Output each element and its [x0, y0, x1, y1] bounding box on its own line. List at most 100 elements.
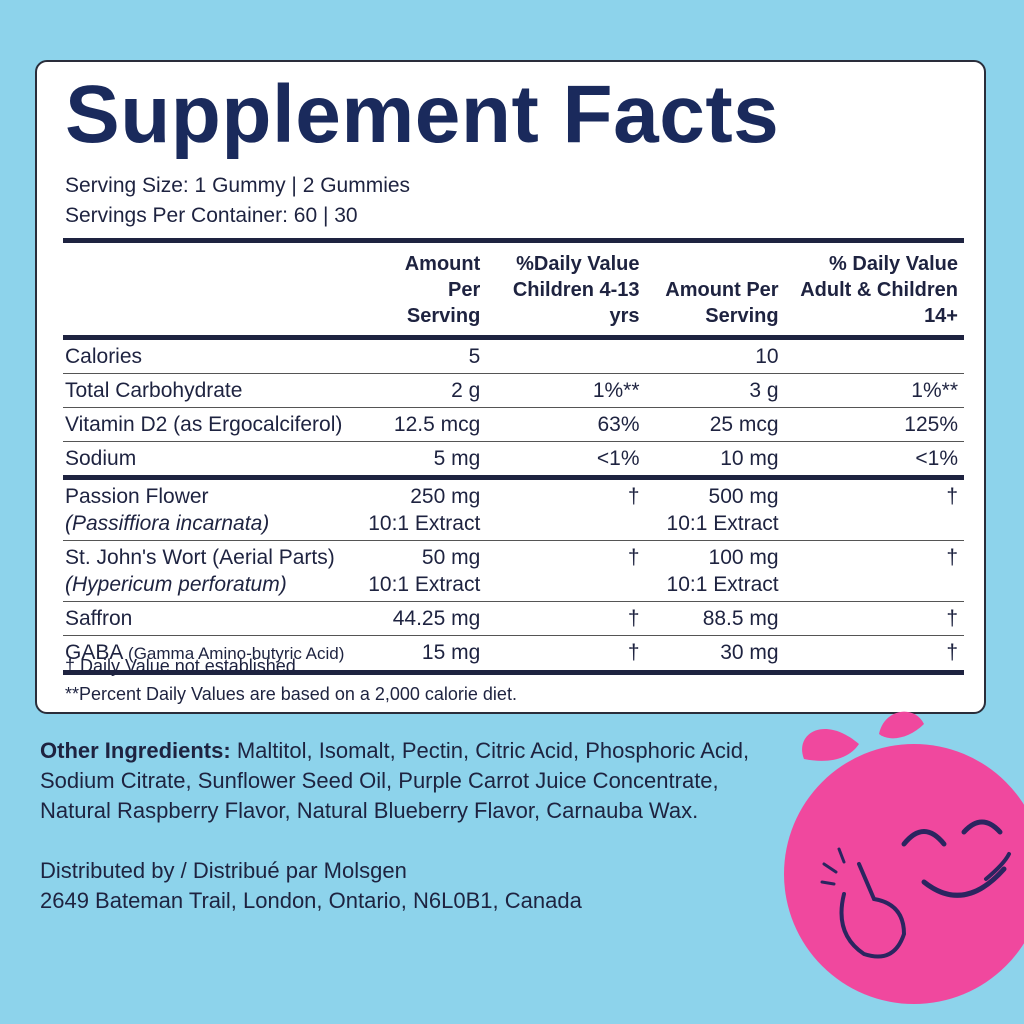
value-cell: † — [486, 635, 646, 675]
value-cell: 15 mg — [365, 635, 487, 675]
row-name-cell: GABA (Gamma Amino-butyric Acid) — [63, 635, 366, 675]
value-cell: 10 mg — [645, 441, 785, 480]
snap-lines — [820, 847, 846, 886]
footnote: **Percent Daily Values are based on a 2,… — [65, 684, 517, 704]
table-row: Vitamin D2 (as Ergocalciferol) 12.5 mcg 63… — [63, 407, 964, 442]
value-cell: † — [486, 540, 646, 602]
header-cell — [63, 241, 365, 338]
value-cell: 63% — [486, 407, 646, 442]
value-cell: 1%** — [784, 373, 964, 408]
ingredients: Other Ingredients: Maltitol, Isomalt, Pe… — [40, 736, 760, 826]
value-line: 50 mg — [421, 546, 481, 569]
value-cell: † — [784, 540, 964, 602]
row-name: Passion Flower — [65, 485, 209, 508]
value-cell: 12.5 mcg — [365, 407, 487, 442]
value-cell: † — [784, 635, 964, 675]
value-line: 12.5 mcg — [393, 413, 481, 436]
value-line: † — [946, 641, 958, 664]
row-latin: (Hypericum perforatum) — [65, 573, 287, 596]
row-name-cell: St. John's Wort (Aerial Parts) (Hypericum… — [63, 540, 366, 602]
row-name-cell: Vitamin D2 (as Ergocalciferol) — [63, 407, 366, 442]
value-line: 500 mg — [708, 485, 779, 508]
row-name: Sodium — [65, 447, 137, 470]
value-cell: 30 mg — [645, 635, 785, 675]
value-line: 15 mg — [421, 641, 481, 664]
value-line: † — [627, 485, 640, 508]
row-name: GABA — [65, 641, 123, 664]
row-name-cell: Total Carbohydrate — [63, 373, 366, 408]
value-cell: † — [486, 601, 646, 636]
column-header: %Daily Value Children 4-13 yrs — [512, 253, 640, 327]
value-line: † — [946, 607, 958, 630]
value-cell: 2 g — [365, 373, 487, 408]
value-line: 250 mg — [410, 485, 481, 508]
distributor: Distributed by / Distribué par Molsgen 2… — [40, 856, 582, 916]
row-latin: (Passiffiora incarnata) — [65, 512, 270, 535]
header-row: Amount Per Serving %Daily Value Children … — [63, 240, 964, 338]
footnotes: † Daily Value not established. **Percent… — [65, 652, 517, 708]
value-cell: <1% — [486, 441, 646, 480]
distributor-line: Distributed by / Distribué par Molsgen — [40, 858, 407, 883]
value-cell: <1% — [784, 441, 964, 480]
row-name-cell: Calories — [63, 337, 366, 374]
facts-panel: Supplement Facts Serving Size: 1 Gummy |… — [35, 60, 986, 714]
table-row: Passion Flower (Passiffiora incarnata) 250… — [63, 477, 964, 541]
tongue — [984, 852, 1011, 881]
column-header: Amount Per Serving — [665, 279, 779, 327]
value-line: <1% — [596, 447, 640, 470]
value-line: 10:1 Extract — [368, 512, 481, 535]
table-row: GABA (Gamma Amino-butyric Acid) 15 mg † 30 … — [63, 635, 964, 675]
leaf — [879, 711, 924, 739]
value-cell: 25 mcg — [645, 407, 785, 442]
value-line: 1%** — [592, 379, 640, 402]
mouth — [921, 866, 1007, 898]
value-line: 25 mcg — [709, 413, 779, 436]
value-line: 125% — [904, 413, 958, 436]
value-cell: 5 mg — [365, 441, 487, 480]
row-name: Calories — [65, 345, 143, 368]
value-cell: 1%** — [486, 373, 646, 408]
value-line: 44.25 mg — [392, 607, 481, 630]
value-cell: 125% — [784, 407, 964, 442]
leaf — [802, 728, 859, 761]
value-line: 1%** — [911, 379, 958, 402]
table-row: Total Carbohydrate 2 g 1%** 3 g 1%** — [63, 373, 964, 408]
eye — [961, 819, 1003, 835]
row-name: Vitamin D2 (as Ergocalciferol) — [65, 413, 343, 436]
ingredients-text: Maltitol, Isomalt, Pectin, Citric Acid, … — [40, 738, 750, 823]
row-note: (Gamma Amino-butyric Acid) — [128, 644, 345, 663]
footnote: † Daily Value not established. — [65, 656, 301, 676]
mascot-body — [784, 744, 1024, 1004]
value-line: 10:1 Extract — [368, 573, 481, 596]
row-name-cell: Saffron — [63, 601, 366, 636]
facts-table: Amount Per Serving %Daily Value Children … — [63, 238, 964, 675]
eye — [901, 829, 947, 847]
column-header: % Daily Value Adult & Children 14+ — [800, 253, 958, 327]
value-cell: † — [784, 477, 964, 541]
servings-per-container: Servings Per Container: 60 | 30 — [65, 204, 358, 227]
value-line: † — [627, 607, 640, 630]
value-cell — [784, 337, 964, 374]
value-cell: 50 mg 10:1 Extract — [365, 540, 487, 602]
value-line: † — [946, 485, 958, 508]
value-line: 10:1 Extract — [666, 573, 779, 596]
value-cell: 100 mg 10:1 Extract — [645, 540, 785, 602]
row-name: St. John's Wort (Aerial Parts) — [65, 546, 335, 569]
value-cell: 500 mg 10:1 Extract — [645, 477, 785, 541]
value-line: 3 g — [749, 379, 779, 402]
value-cell: 88.5 mg — [645, 601, 785, 636]
value-cell: † — [784, 601, 964, 636]
table-body: Calories 5 10 Total Carbohydrate 2 g 1%** 3 g 1… — [63, 337, 964, 675]
title: Supplement Facts — [65, 69, 780, 160]
mascot — [784, 711, 1024, 1004]
distributor-line: 2649 Bateman Trail, London, Ontario, N6L… — [40, 888, 582, 913]
value-line: 5 — [468, 345, 481, 368]
value-line: 100 mg — [708, 546, 779, 569]
value-line: † — [946, 546, 958, 569]
column-header: Amount Per Serving — [404, 253, 481, 327]
value-line: 10:1 Extract — [666, 512, 779, 535]
value-line: 88.5 mg — [702, 607, 779, 630]
value-line: † — [627, 641, 640, 664]
value-cell: 3 g — [645, 373, 785, 408]
